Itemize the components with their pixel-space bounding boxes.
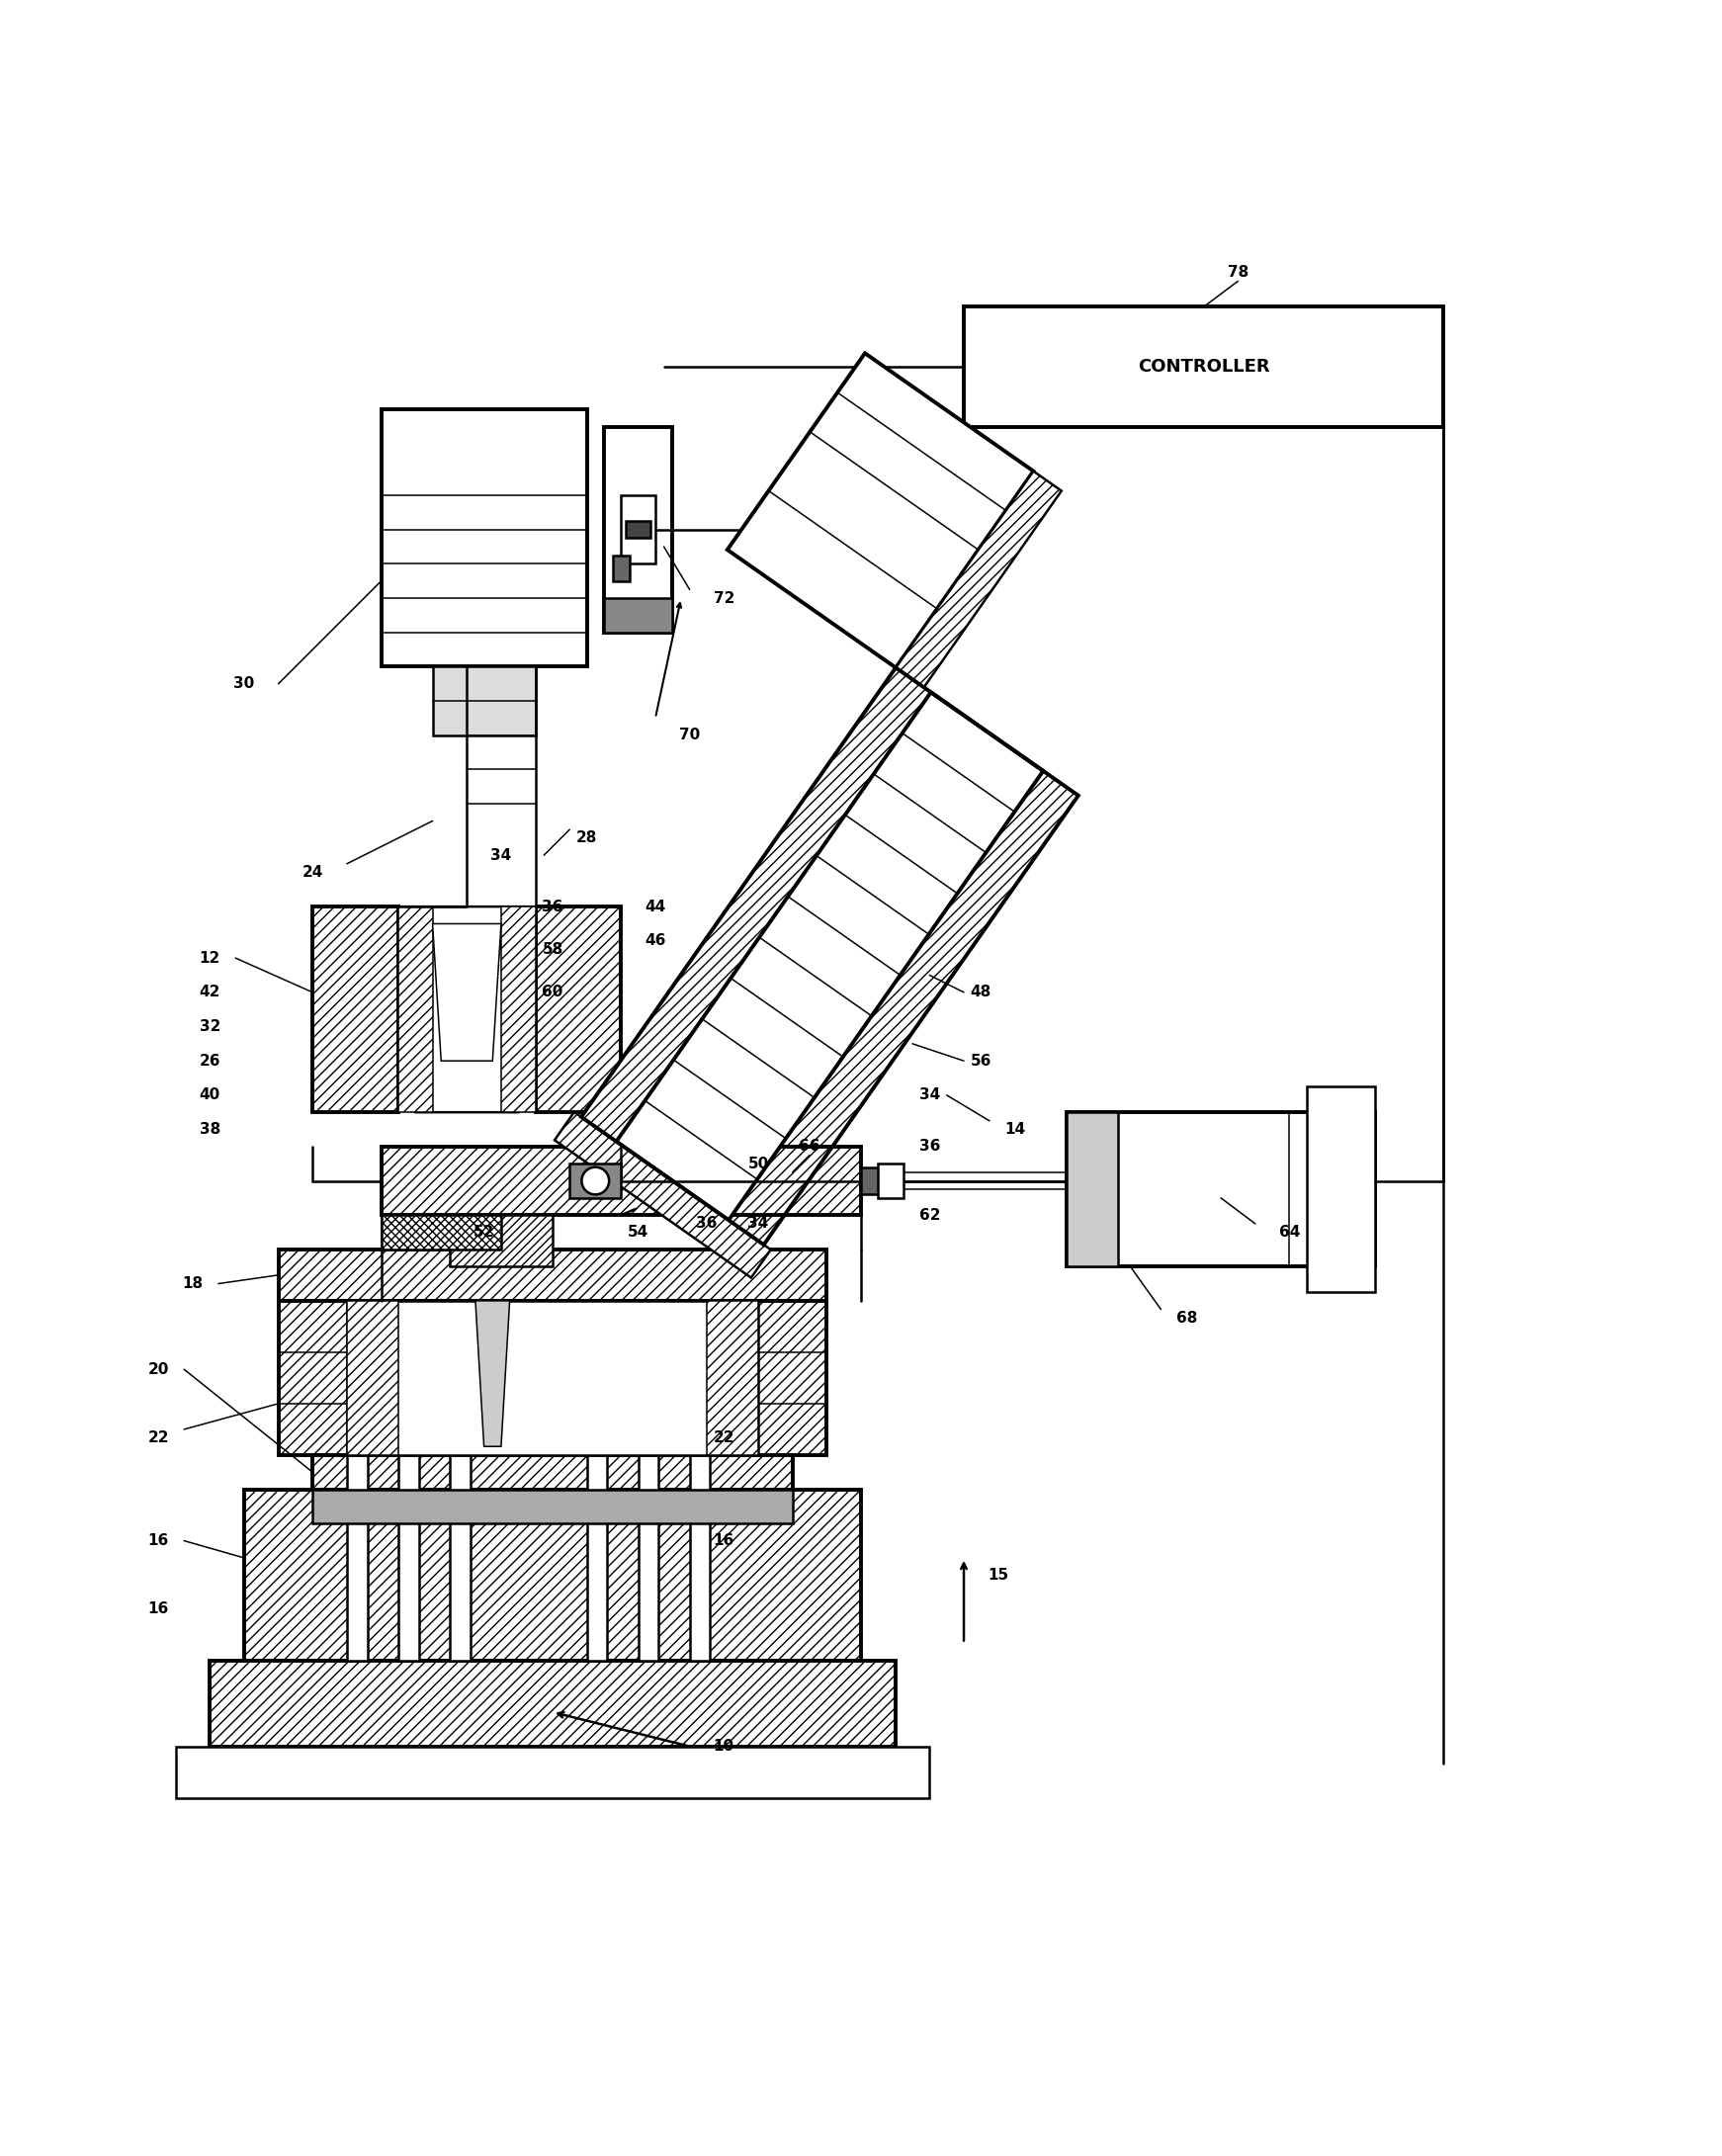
Polygon shape: [616, 692, 1044, 1220]
Polygon shape: [727, 354, 1033, 668]
Bar: [346, 1300, 398, 1455]
Text: 36: 36: [542, 899, 563, 914]
Polygon shape: [582, 668, 932, 1141]
Bar: [1307, 1087, 1376, 1291]
Bar: [706, 1300, 758, 1455]
Bar: [627, 522, 651, 539]
Bar: [622, 496, 656, 565]
Text: 16: 16: [713, 1533, 734, 1548]
Bar: [279, 1248, 827, 1300]
Text: CONTROLLER: CONTROLLER: [1138, 358, 1269, 375]
Text: 36: 36: [696, 1216, 718, 1231]
Polygon shape: [616, 1102, 758, 1220]
Text: 62: 62: [920, 1207, 940, 1222]
Bar: [313, 1455, 792, 1490]
Text: 18: 18: [183, 1276, 203, 1291]
Bar: [467, 735, 536, 975]
Bar: [381, 1147, 861, 1216]
Bar: [313, 1490, 792, 1524]
Bar: [279, 1300, 827, 1455]
Bar: [1066, 1112, 1118, 1266]
Text: 38: 38: [200, 1121, 220, 1136]
Text: 66: 66: [799, 1138, 820, 1153]
Polygon shape: [554, 1112, 771, 1279]
Bar: [639, 1455, 660, 1660]
Bar: [501, 908, 536, 1112]
Text: 34: 34: [491, 847, 511, 862]
Text: 30: 30: [234, 677, 255, 692]
Bar: [210, 1660, 895, 1746]
Bar: [613, 556, 630, 580]
Text: 20: 20: [148, 1363, 169, 1378]
Text: 34: 34: [747, 1216, 768, 1231]
Text: 22: 22: [148, 1429, 169, 1445]
Polygon shape: [475, 1300, 510, 1447]
Polygon shape: [398, 908, 536, 1112]
Text: 78: 78: [1228, 265, 1248, 280]
Text: 16: 16: [148, 1602, 169, 1617]
Text: 15: 15: [988, 1567, 1009, 1583]
Text: 40: 40: [200, 1089, 220, 1102]
Bar: [570, 1164, 622, 1199]
Text: 68: 68: [1176, 1311, 1197, 1326]
Text: 70: 70: [678, 729, 701, 742]
Bar: [536, 908, 622, 1112]
Bar: [398, 908, 432, 1112]
Polygon shape: [432, 923, 501, 1061]
Text: 34: 34: [920, 1089, 940, 1102]
Circle shape: [582, 1166, 610, 1194]
Text: 60: 60: [542, 985, 563, 1000]
Text: 54: 54: [629, 1225, 649, 1240]
Bar: [346, 1300, 758, 1455]
Polygon shape: [846, 774, 987, 893]
Text: 28: 28: [577, 830, 598, 845]
Bar: [587, 1455, 608, 1660]
Bar: [432, 666, 536, 735]
Bar: [381, 1216, 501, 1248]
Text: 16: 16: [148, 1533, 169, 1548]
Text: 22: 22: [713, 1429, 735, 1445]
Text: 52: 52: [474, 1225, 494, 1240]
Text: 36: 36: [920, 1138, 940, 1153]
Bar: [964, 306, 1443, 427]
Text: 46: 46: [644, 934, 666, 949]
Polygon shape: [467, 1300, 518, 1455]
Bar: [381, 410, 587, 666]
Text: 72: 72: [713, 591, 735, 606]
Text: 56: 56: [971, 1054, 992, 1067]
Text: 26: 26: [200, 1054, 220, 1067]
Bar: [878, 1164, 904, 1199]
Bar: [604, 597, 673, 632]
Bar: [604, 427, 673, 632]
Bar: [689, 1455, 709, 1660]
Text: 58: 58: [542, 942, 563, 957]
Bar: [449, 1455, 470, 1660]
Bar: [861, 1166, 887, 1194]
Polygon shape: [895, 472, 1061, 688]
Text: 24: 24: [301, 865, 324, 880]
Bar: [176, 1746, 930, 1798]
Text: 32: 32: [200, 1020, 220, 1035]
Bar: [398, 1455, 418, 1660]
Bar: [346, 1455, 367, 1660]
Text: 10: 10: [713, 1740, 734, 1753]
Text: 12: 12: [200, 951, 220, 966]
Polygon shape: [673, 1020, 815, 1138]
Text: 44: 44: [644, 899, 666, 914]
Polygon shape: [789, 856, 928, 975]
Bar: [245, 1490, 861, 1660]
Bar: [313, 908, 398, 1112]
Polygon shape: [728, 772, 1078, 1244]
Text: 42: 42: [200, 985, 220, 1000]
Text: 14: 14: [1006, 1121, 1026, 1136]
Text: 64: 64: [1279, 1225, 1300, 1240]
Bar: [1066, 1112, 1376, 1266]
Polygon shape: [730, 938, 871, 1056]
Bar: [449, 1216, 553, 1266]
Text: 48: 48: [971, 985, 992, 1000]
Text: 50: 50: [747, 1156, 768, 1171]
